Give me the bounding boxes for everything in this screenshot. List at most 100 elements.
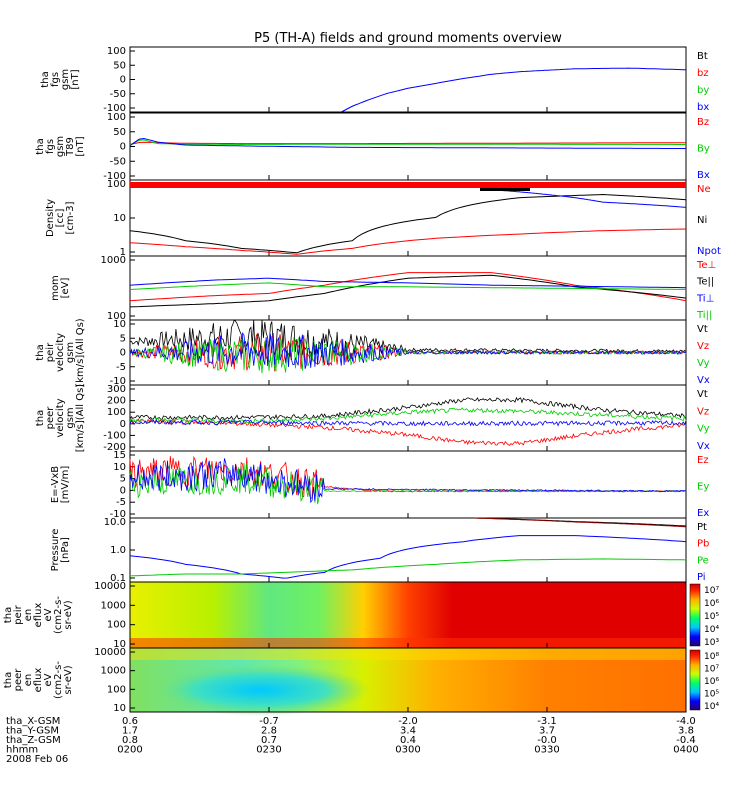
footer-value: -0.4 <box>676 735 696 746</box>
colorbar-label: 10⁵ <box>704 612 719 622</box>
legend-entry: Vt <box>697 389 708 400</box>
y-tick-label: 100 <box>107 179 126 190</box>
y-axis-label-line: eV <box>43 673 54 686</box>
y-tick-label: 15 <box>113 450 126 461</box>
y-axis-label-line: (cm2-s- <box>53 596 64 634</box>
y-tick-label: -100 <box>103 103 126 114</box>
y-axis-label-line: tha <box>40 71 51 87</box>
y-axis-label-line: [eV] <box>60 278 71 299</box>
y-axis-label-line: tha <box>35 410 46 426</box>
spectrogram-core <box>150 664 370 716</box>
y-tick-label: 10000 <box>94 647 126 658</box>
panel-9: 10⁷ 10⁶ 10⁵ 10⁴ 10³ 10000 1000 100 10 tha peir en ef… <box>3 581 719 650</box>
y-axis-label-line: tha <box>35 344 46 360</box>
y-tick-label: 100 <box>107 311 126 322</box>
footer-row-label: tha_Y-GSM <box>6 726 59 737</box>
legend-entry: Te⊥ <box>696 260 716 271</box>
y-axis-label-line: gsm <box>55 136 66 157</box>
footer-value: 0.4 <box>400 735 416 746</box>
y-axis-label: mom [eV] <box>50 275 71 301</box>
y-axis-label-line: mom <box>50 275 61 301</box>
legend-entry: Pi <box>697 572 706 583</box>
legend-entry: By <box>697 144 710 155</box>
y-axis-label-line: [cc] <box>55 209 66 228</box>
y-tick-label: -50 <box>110 89 126 100</box>
y-axis-label-line: [km/s](All Qs) <box>75 384 86 452</box>
series-line-bx <box>341 67 687 113</box>
colorbar <box>689 583 701 647</box>
y-axis-label-line: gsm <box>65 342 76 363</box>
footer-value: 3.7 <box>539 726 555 737</box>
y-tick-label: 0 <box>120 419 126 430</box>
y-axis-label-line: [mV/m] <box>60 466 71 504</box>
y-tick-label: 0 <box>120 75 126 86</box>
y-axis-label-line: peer <box>45 406 56 430</box>
panel-frame <box>129 384 687 452</box>
footer-value: 0.7 <box>261 735 277 746</box>
panel-frame <box>129 517 687 583</box>
y-axis-label-line: sr-eV) <box>63 665 74 694</box>
y-tick-label: 100 <box>107 620 126 631</box>
series-line-Ti⊥ <box>129 277 687 289</box>
y-axis-label-line: [km/s](All Qs) <box>75 318 86 386</box>
y-axis-label: tha peer velocity gsm [km/s](All Qs) <box>35 384 86 452</box>
footer-value: 2.8 <box>261 726 277 737</box>
y-axis-label-line: en <box>23 609 34 622</box>
y-tick-label: 1.0 <box>110 545 126 556</box>
panel-frame <box>129 179 687 257</box>
y-axis-label: Pressure [nPa] <box>50 529 71 572</box>
spectrogram-band <box>130 648 686 660</box>
footer-value: 3.4 <box>400 726 416 737</box>
legend-entry: Bx <box>697 170 710 181</box>
y-tick-label: 10000 <box>94 581 126 592</box>
y-tick-label: 0 <box>120 142 126 153</box>
y-axis-label-line: eflux <box>33 668 44 693</box>
panel-frame <box>129 450 687 519</box>
legend-entry: Ni <box>697 215 707 226</box>
legend-entry: Pb <box>697 539 709 550</box>
y-axis-label-line: T89 <box>65 137 76 157</box>
y-tick-label: -100 <box>103 171 126 182</box>
spectrogram-fill <box>130 582 686 648</box>
y-tick-label: 10 <box>113 213 126 224</box>
series-line-Ti|| <box>129 282 687 290</box>
series-line-Pe <box>129 558 687 577</box>
colorbar-label: 10⁸ <box>704 652 719 662</box>
legend-entry: Te|| <box>696 277 714 288</box>
footer-value: -3.1 <box>537 716 557 727</box>
legend-entry: Ez <box>697 455 709 466</box>
footer-value: 0.6 <box>122 716 138 727</box>
y-tick-label: -10 <box>110 376 126 387</box>
footer-row-label: hhmm <box>6 745 38 756</box>
panel-2: 100 50 0 -50 -100 tha fgs gsm T89 [nT] Bz By Bx <box>35 112 710 182</box>
footer-value: 0300 <box>395 745 420 756</box>
series-line-Vx <box>129 332 687 369</box>
legend-entry: Ti|| <box>696 310 712 321</box>
y-tick-label: 200 <box>107 396 126 407</box>
series-line-Vt <box>129 319 687 358</box>
y-axis-label-line: gsm <box>60 69 71 90</box>
y-tick-label: 300 <box>107 384 126 395</box>
series-line-Pb <box>474 517 687 528</box>
y-axis-label: tha fgs gsm T89 [nT] <box>35 136 86 157</box>
series-line-Bx <box>129 137 686 149</box>
y-axis-label: E=-VxB [mV/m] <box>50 466 71 504</box>
y-tick-label: 50 <box>113 60 126 71</box>
series-line-Vx <box>129 419 687 427</box>
y-tick-label: 5 <box>120 474 126 485</box>
legend-entry: Ex <box>697 508 709 519</box>
y-axis-label-line: (cm2-s- <box>53 661 64 699</box>
y-axis-label-line: tha <box>3 672 14 688</box>
legend-entry: Vz <box>697 406 709 417</box>
footer-value: 0200 <box>117 745 142 756</box>
y-axis-label: tha peir en eflux eV (cm2-s-sr-eV) <box>3 596 74 634</box>
legend-entry: Vx <box>697 441 710 452</box>
legend-entry: Vy <box>697 358 710 369</box>
y-axis-label-line: peir <box>45 342 56 362</box>
legend-entry: Bz <box>697 117 709 128</box>
colorbar-label: 10⁶ <box>704 599 719 609</box>
colorbar-label: 10⁶ <box>704 677 719 687</box>
series-line-Vz <box>129 418 687 447</box>
legend-entry: Pt <box>697 522 707 533</box>
